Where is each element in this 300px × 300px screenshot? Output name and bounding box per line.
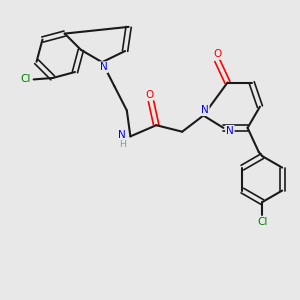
Text: N: N: [226, 126, 234, 136]
Text: N: N: [100, 62, 107, 72]
Text: O: O: [213, 49, 221, 59]
Text: O: O: [146, 90, 154, 100]
Text: N: N: [201, 105, 209, 115]
Text: N: N: [118, 130, 126, 140]
Text: Cl: Cl: [20, 74, 31, 84]
Text: H: H: [118, 140, 126, 149]
Text: Cl: Cl: [257, 217, 268, 227]
